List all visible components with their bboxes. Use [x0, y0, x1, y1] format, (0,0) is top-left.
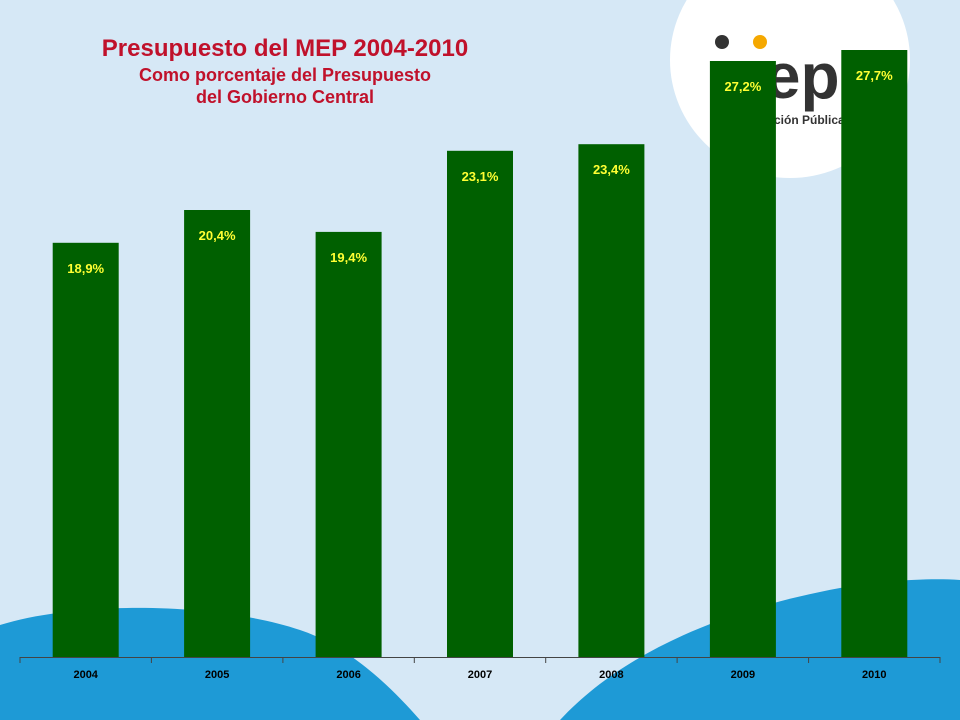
logo-person-dot-accent [753, 35, 767, 49]
bar-2009 [709, 61, 776, 657]
x-tick-label-2007: 2007 [468, 669, 492, 681]
chart-subtitle-line-1: Como porcentaje del Presupuesto [138, 65, 432, 85]
data-label-2007: 23,1% [462, 169, 499, 184]
data-label-2010: 27,7% [856, 68, 893, 83]
logo-tagline: ción Pública [774, 113, 845, 127]
data-label-2008: 23,4% [593, 162, 630, 177]
data-label-2005: 20,4% [199, 228, 236, 243]
x-tick-label-2008: 2008 [599, 669, 623, 681]
logo-person-dot [715, 35, 729, 49]
bar-2006 [315, 231, 382, 657]
bar-2010 [841, 50, 908, 657]
x-axis: 2004 2005 2006 2007 2008 2009 2010 [19, 657, 941, 681]
data-label-2009: 27,2% [724, 79, 761, 94]
x-tick-label-2009: 2009 [731, 669, 755, 681]
chart-title: Presupuesto del MEP 2004-2010 [101, 35, 469, 62]
x-tick-label-2005: 2005 [205, 669, 229, 681]
x-tick-label-2004: 2004 [73, 669, 98, 681]
data-label-2006: 19,4% [330, 250, 367, 265]
bar-2007 [447, 150, 513, 658]
data-label-2004: 18,9% [67, 261, 104, 276]
x-tick-label-2006: 2006 [336, 669, 360, 681]
bar-2005 [184, 210, 251, 657]
chart-subtitle-line-2: del Gobierno Central [195, 87, 375, 107]
title-block: Presupuesto del MEP 2004-2010 Como porce… [40, 34, 530, 108]
bar-2004 [52, 242, 119, 658]
bar-2008 [578, 144, 645, 657]
x-tick-label-2010: 2010 [862, 669, 886, 681]
bars-layer: 18,9% 20,4% 19,4% 23,1% 23,4% 27,2% 27,7% [52, 50, 908, 658]
